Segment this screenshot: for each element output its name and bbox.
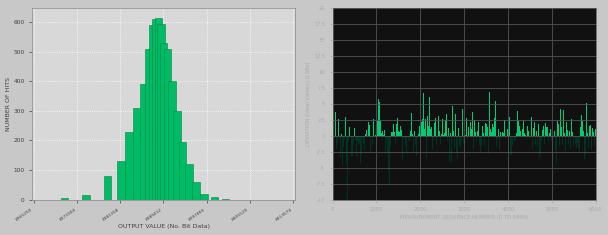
Bar (117, 161, 125, 200)
Y-axis label: DEVIATION (Ideal Values) [LSBs]: DEVIATION (Ideal Values) [LSBs] (306, 61, 311, 146)
Bar (173, 111, 181, 200)
Bar (61, 198, 68, 200)
X-axis label: MEASUREMENT SEQUENCE NUMBER (0 TO 5999): MEASUREMENT SEQUENCE NUMBER (0 TO 5999) (400, 215, 528, 220)
Bar (168, 81, 176, 200)
Bar (211, 197, 218, 200)
Bar (140, 84, 147, 200)
Bar (200, 194, 208, 200)
Bar (149, 25, 157, 200)
Bar (160, 43, 167, 200)
Bar (154, 18, 162, 200)
Bar (222, 199, 229, 200)
Bar (145, 49, 153, 200)
Bar (125, 132, 133, 200)
Bar (192, 182, 199, 200)
Bar (133, 108, 140, 200)
X-axis label: OUTPUT VALUE (No. Bit Data): OUTPUT VALUE (No. Bit Data) (118, 224, 210, 229)
Bar (152, 19, 159, 200)
Bar (185, 164, 193, 200)
Bar (157, 24, 165, 200)
Bar (82, 195, 89, 200)
Bar (164, 49, 171, 200)
Bar (179, 142, 186, 200)
Bar (103, 176, 111, 200)
Y-axis label: NUMBER OF HITS: NUMBER OF HITS (5, 77, 10, 131)
